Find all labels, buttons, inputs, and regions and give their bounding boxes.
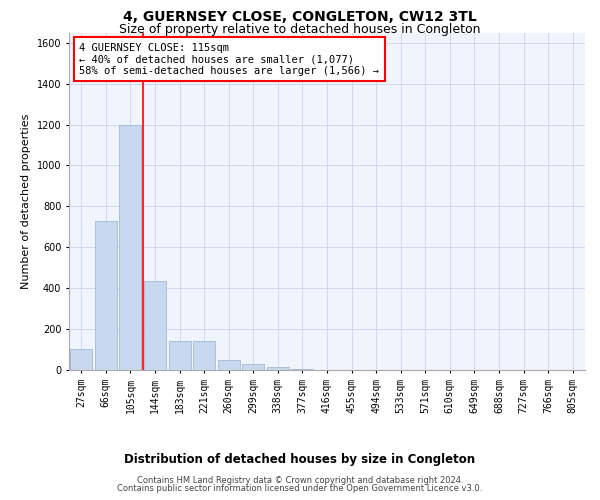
Text: Distribution of detached houses by size in Congleton: Distribution of detached houses by size … [124,452,476,466]
Bar [119,124,142,370]
Bar [95,220,117,370]
Bar [169,342,191,370]
Bar [242,364,265,370]
Text: 4, GUERNSEY CLOSE, CONGLETON, CW12 3TL: 4, GUERNSEY CLOSE, CONGLETON, CW12 3TL [123,10,477,24]
Y-axis label: Number of detached properties: Number of detached properties [21,114,31,289]
Bar [218,360,240,370]
Text: 4 GUERNSEY CLOSE: 115sqm
← 40% of detached houses are smaller (1,077)
58% of sem: 4 GUERNSEY CLOSE: 115sqm ← 40% of detach… [79,42,379,76]
Bar [292,369,313,370]
Text: Contains public sector information licensed under the Open Government Licence v3: Contains public sector information licen… [118,484,482,493]
Bar [193,342,215,370]
Bar [267,367,289,370]
Bar [70,348,92,370]
Text: Size of property relative to detached houses in Congleton: Size of property relative to detached ho… [119,22,481,36]
Bar [144,281,166,370]
Text: Contains HM Land Registry data © Crown copyright and database right 2024.: Contains HM Land Registry data © Crown c… [137,476,463,485]
